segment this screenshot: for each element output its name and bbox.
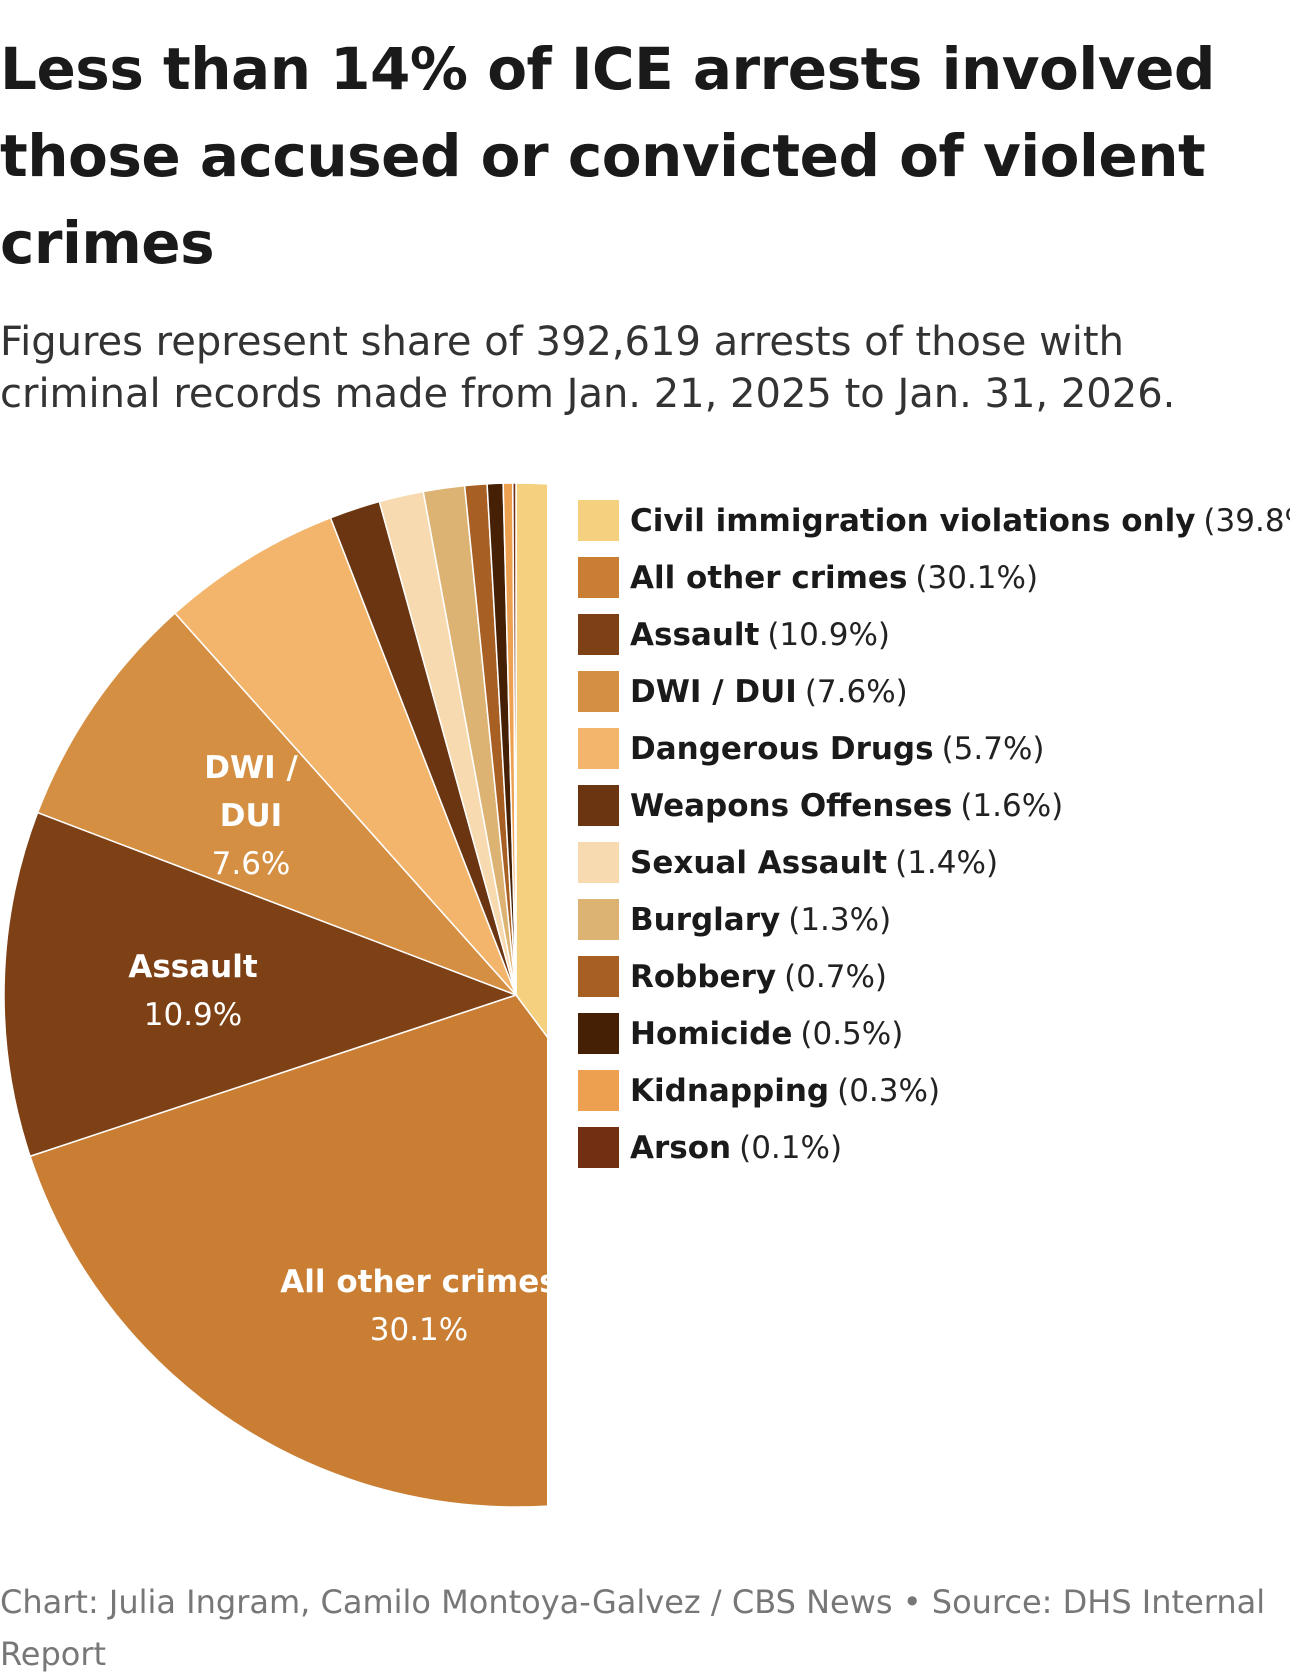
legend-item: Robbery (0.7%): [578, 948, 1290, 1005]
legend-value: (1.4%): [895, 844, 999, 881]
legend-value: (39.8%): [1203, 502, 1290, 539]
legend-item: DWI / DUI (7.6%): [578, 663, 1290, 720]
slice-label-all-other: All other crimes 30.1%: [280, 1264, 558, 1348]
legend-label: Burglary: [630, 901, 781, 938]
pie-slice-arson: [512, 482, 517, 996]
legend-swatch: [578, 1127, 619, 1168]
legend-label: Homicide: [630, 1015, 793, 1052]
legend-item: Homicide (0.5%): [578, 1005, 1290, 1062]
legend-value: (7.6%): [804, 673, 908, 710]
legend-swatch: [578, 557, 619, 598]
legend-swatch: [578, 785, 619, 826]
legend-label: DWI / DUI: [630, 673, 797, 710]
legend-label: Kidnapping: [630, 1072, 830, 1109]
legend-item: Arson (0.1%): [578, 1119, 1290, 1176]
legend-item: Dangerous Drugs (5.7%): [578, 720, 1290, 777]
legend-value: (10.9%): [767, 616, 890, 653]
legend-item: Burglary (1.3%): [578, 891, 1290, 948]
legend-value: (5.7%): [941, 730, 1045, 767]
legend-value: (1.3%): [788, 901, 892, 938]
legend-swatch: [578, 842, 619, 883]
chart-subtitle: Figures represent share of 392,619 arres…: [0, 319, 1176, 417]
legend-label: Assault: [630, 616, 760, 653]
legend-label: Arson: [630, 1129, 732, 1166]
legend-item: All other crimes (30.1%): [578, 549, 1290, 606]
legend-value: (1.6%): [960, 787, 1064, 824]
legend-swatch: [578, 1070, 619, 1111]
legend-label: Robbery: [630, 958, 777, 995]
pie-slice-dwi-dui: [36, 612, 517, 996]
pie-slice-all-other-crimes: [29, 994, 547, 1508]
chart-credit: Chart: Julia Ingram, Camilo Montoya-Galv…: [0, 1583, 1266, 1673]
legend-swatch: [578, 614, 619, 655]
legend-swatch: [578, 1013, 619, 1054]
legend-item: Weapons Offenses (1.6%): [578, 777, 1290, 834]
chart-title: Less than 14% of ICE arrests involved th…: [0, 35, 1215, 277]
legend-swatch: [578, 671, 619, 712]
legend-label: All other crimes: [630, 559, 908, 596]
pie-slice-dangerous-drugs: [173, 516, 517, 996]
slice-label-dwi: DWI / DUI 7.6%: [204, 750, 298, 882]
legend-value: (0.5%): [800, 1015, 904, 1052]
legend: Civil immigration violations only(39.8%)…: [578, 492, 1290, 1176]
slice-label-assault: Assault 10.9%: [128, 949, 258, 1033]
legend-swatch: [578, 899, 619, 940]
legend-swatch: [578, 500, 619, 541]
legend-label: Civil immigration violations only: [630, 502, 1196, 539]
legend-label: Sexual Assault: [630, 844, 888, 881]
legend-label: Dangerous Drugs: [630, 730, 934, 767]
legend-value: (0.3%): [837, 1072, 941, 1109]
pie-slice-assault: [3, 811, 519, 1158]
legend-value: (0.1%): [739, 1129, 843, 1166]
legend-label: Weapons Offenses: [630, 787, 953, 824]
pie-slice-civil-immigration-violations-only: [515, 482, 547, 1038]
legend-item: Civil immigration violations only(39.8%): [578, 492, 1290, 549]
legend-swatch: [578, 956, 619, 997]
legend-swatch: [578, 728, 619, 769]
legend-item: Assault (10.9%): [578, 606, 1290, 663]
legend-value: (0.7%): [784, 958, 888, 995]
legend-item: Kidnapping (0.3%): [578, 1062, 1290, 1119]
legend-item: Sexual Assault (1.4%): [578, 834, 1290, 891]
legend-value: (30.1%): [915, 559, 1039, 596]
